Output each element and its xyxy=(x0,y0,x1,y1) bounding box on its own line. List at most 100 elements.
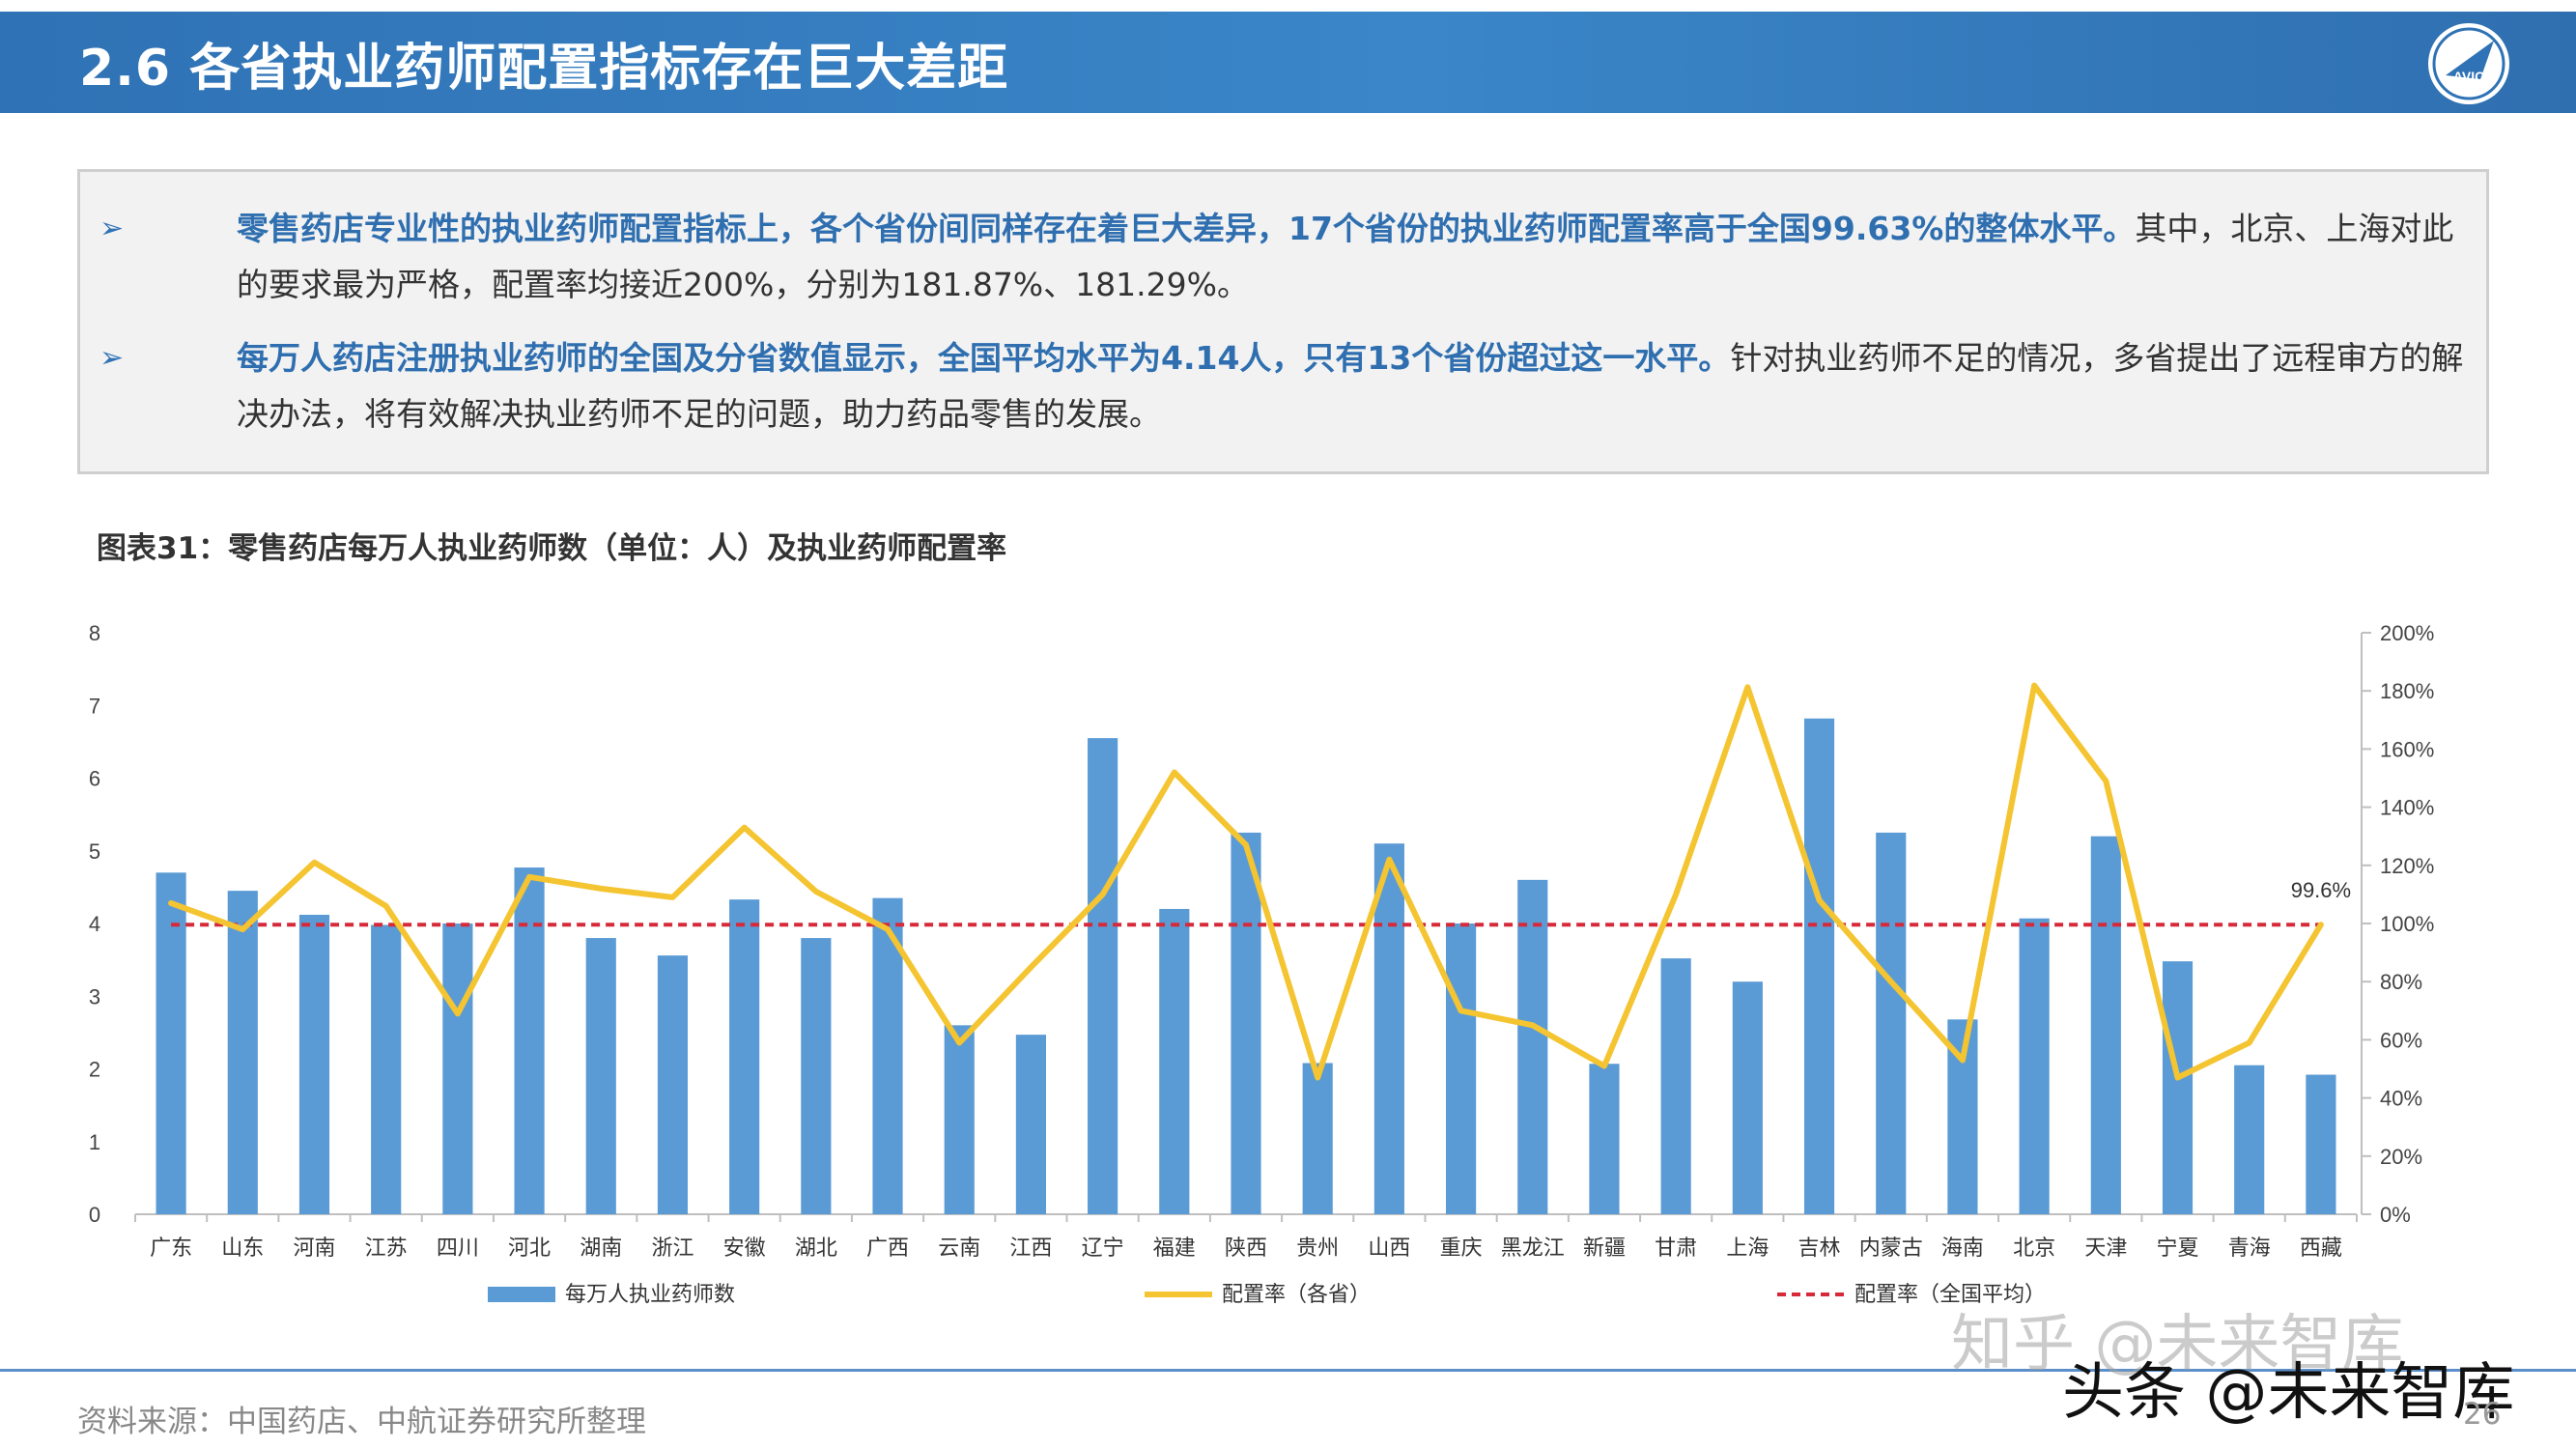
source-note: 资料来源：中国药店、中航证券研究所整理 xyxy=(77,1405,646,1439)
category-label: 山西 xyxy=(1368,1236,1410,1260)
right-axis-tick-label: 180% xyxy=(2380,679,2434,703)
legend-label-bar: 每万人执业药师数 xyxy=(565,1282,735,1306)
right-axis-tick-label: 0% xyxy=(2380,1203,2411,1227)
combo-chart: 0123456780%20%40%60%80%100%120%140%160%1… xyxy=(89,621,2434,1306)
bar-四川 xyxy=(442,923,473,1214)
category-label: 广东 xyxy=(150,1236,192,1260)
bar-浙江 xyxy=(657,955,689,1214)
category-label: 四川 xyxy=(437,1236,479,1260)
national-average-label: 99.6% xyxy=(2291,878,2351,902)
footer-divider xyxy=(0,1369,2576,1372)
bar-内蒙古 xyxy=(1876,832,1907,1214)
category-label: 陕西 xyxy=(1225,1236,1267,1260)
bar-贵州 xyxy=(1302,1063,1333,1214)
category-label: 湖南 xyxy=(580,1236,622,1260)
bar-云南 xyxy=(944,1025,975,1214)
right-axis-tick-label: 140% xyxy=(2380,796,2434,820)
category-label: 安徽 xyxy=(723,1236,766,1260)
bullet-2-text: 针对执业药师不足的情况，多省提出了远程审方的解决办法，将有效解决执业药师不足的问… xyxy=(237,339,2464,433)
arrow-bullet-icon: ➢ xyxy=(99,341,125,375)
bar-重庆 xyxy=(1446,923,1477,1214)
legend-label-line: 配置率（各省） xyxy=(1222,1282,1371,1306)
right-axis-tick-label: 100% xyxy=(2380,912,2434,936)
bar-河北 xyxy=(514,867,545,1214)
bullet-2-highlight: 每万人药店注册执业药师的全国及分省数值显示，全国平均水平为4.14人，只有13个… xyxy=(237,339,1731,377)
category-label: 黑龙江 xyxy=(1501,1236,1565,1260)
right-axis-tick-label: 120% xyxy=(2380,854,2434,878)
bullet-1-text: 其中，北京、上海对此的要求最为严格，配置率均接近200%，分别为181.87%、… xyxy=(237,210,2454,303)
arrow-bullet-icon: ➢ xyxy=(99,212,125,245)
category-label: 重庆 xyxy=(1440,1236,1483,1260)
bar-河南 xyxy=(298,914,330,1214)
bar-陕西 xyxy=(1231,832,1261,1214)
category-label: 广西 xyxy=(866,1236,909,1260)
page-number: 26 xyxy=(2463,1397,2502,1432)
bar-广东 xyxy=(156,872,186,1214)
category-label: 青海 xyxy=(2228,1236,2271,1260)
bar-山东 xyxy=(227,891,258,1214)
bar-上海 xyxy=(1732,981,1763,1214)
category-label: 湖北 xyxy=(795,1236,837,1260)
category-label: 宁夏 xyxy=(2157,1236,2199,1260)
bar-江苏 xyxy=(371,924,402,1214)
left-axis-tick-label: 8 xyxy=(89,621,100,645)
bar-山西 xyxy=(1373,843,1404,1214)
bar-吉林 xyxy=(1803,718,1835,1214)
right-axis-tick-label: 40% xyxy=(2380,1087,2422,1111)
bar-西藏 xyxy=(2306,1074,2336,1214)
left-axis-tick-label: 1 xyxy=(89,1130,100,1154)
avic-logo-icon: AVIC xyxy=(2424,19,2513,108)
category-label: 山东 xyxy=(221,1236,264,1260)
chart-title: 图表31：零售药店每万人执业药师数（单位：人）及执业药师配置率 xyxy=(97,531,1007,566)
bar-天津 xyxy=(2090,836,2121,1214)
category-label: 甘肃 xyxy=(1655,1236,1697,1260)
bar-广西 xyxy=(872,897,903,1214)
bar-辽宁 xyxy=(1088,738,1118,1214)
toutiao-watermark: 头条 @未来智库 xyxy=(2062,1357,2515,1429)
left-axis-tick-label: 5 xyxy=(89,839,100,864)
left-axis-tick-label: 4 xyxy=(89,912,100,936)
right-axis-tick-label: 60% xyxy=(2380,1028,2422,1052)
bar-江西 xyxy=(1015,1035,1046,1214)
right-axis-tick-label: 20% xyxy=(2380,1145,2422,1169)
category-label: 天津 xyxy=(2084,1236,2127,1260)
right-axis-tick-label: 80% xyxy=(2380,970,2422,994)
category-label: 河北 xyxy=(508,1236,551,1260)
bar-宁夏 xyxy=(2162,961,2194,1214)
bar-新疆 xyxy=(1589,1064,1620,1214)
category-label: 浙江 xyxy=(651,1236,694,1260)
category-label: 内蒙古 xyxy=(1859,1236,1923,1260)
left-axis-tick-label: 2 xyxy=(89,1058,100,1082)
zhihu-watermark: 知乎 @未来智库 xyxy=(1951,1309,2404,1380)
right-axis-tick-label: 160% xyxy=(2380,737,2434,761)
category-label: 北京 xyxy=(2013,1236,2055,1260)
page-title: 2.6 各省执业药师配置指标存在巨大差距 xyxy=(79,40,1009,98)
svg-text:AVIC: AVIC xyxy=(2453,69,2484,84)
right-axis-tick-label: 200% xyxy=(2380,621,2434,645)
bar-安徽 xyxy=(729,899,760,1214)
left-axis-tick-label: 0 xyxy=(89,1203,100,1227)
category-label: 河南 xyxy=(293,1236,335,1260)
category-label: 贵州 xyxy=(1296,1236,1339,1260)
category-label: 上海 xyxy=(1726,1236,1769,1260)
bar-北京 xyxy=(2019,918,2050,1214)
category-label: 云南 xyxy=(938,1236,980,1260)
bar-黑龙江 xyxy=(1517,879,1548,1214)
category-label: 江西 xyxy=(1009,1236,1052,1260)
legend-label-dashed: 配置率（全国平均） xyxy=(1854,1282,2046,1306)
category-label: 江苏 xyxy=(365,1236,408,1260)
bar-福建 xyxy=(1159,908,1190,1214)
summary-box: ➢ 零售药店专业性的执业药师配置指标上，各个省份间同样存在着巨大差异，17个省份… xyxy=(77,169,2489,474)
left-axis-tick-label: 7 xyxy=(89,694,100,718)
bar-青海 xyxy=(2234,1065,2265,1214)
category-label: 福建 xyxy=(1153,1236,1196,1260)
legend-swatch-bar xyxy=(488,1287,555,1302)
category-label: 海南 xyxy=(1941,1236,1984,1260)
header-bar xyxy=(0,12,2576,113)
category-label: 吉林 xyxy=(1798,1236,1841,1260)
left-axis-tick-label: 6 xyxy=(89,767,100,791)
bar-湖北 xyxy=(801,938,832,1214)
bullet-1-highlight: 零售药店专业性的执业药师配置指标上，各个省份间同样存在着巨大差异，17个省份的执… xyxy=(237,210,2136,247)
bar-湖南 xyxy=(585,938,616,1214)
bar-甘肃 xyxy=(1660,958,1691,1214)
